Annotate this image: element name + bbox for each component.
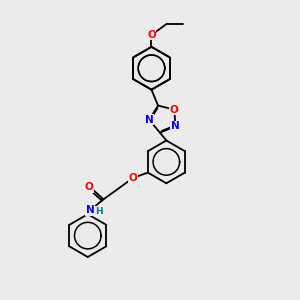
Text: O: O <box>147 30 156 40</box>
Text: O: O <box>129 173 137 183</box>
Text: H: H <box>95 207 102 216</box>
Text: O: O <box>84 182 93 192</box>
Text: O: O <box>170 105 179 115</box>
Text: N: N <box>86 205 94 215</box>
Text: N: N <box>171 122 180 131</box>
Text: N: N <box>145 115 154 125</box>
